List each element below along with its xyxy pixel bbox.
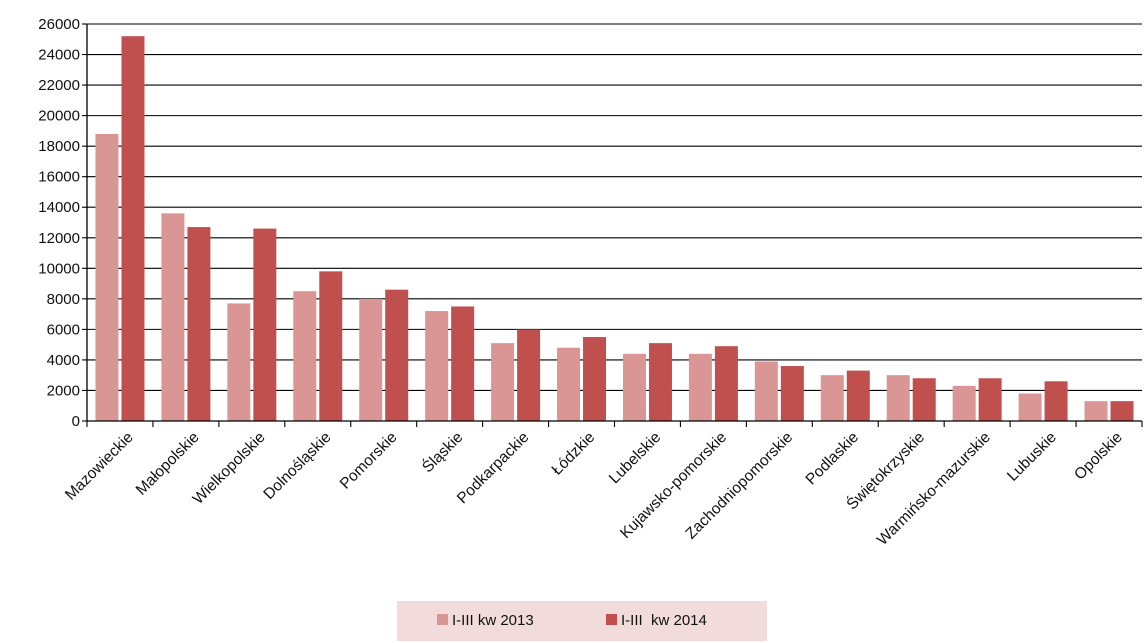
bar-2013 xyxy=(952,385,976,421)
bar-2014 xyxy=(517,329,541,421)
bar-2013 xyxy=(293,291,317,421)
bars xyxy=(95,36,1134,421)
bar-2013 xyxy=(1084,401,1108,421)
y-tick-label: 18000 xyxy=(38,138,80,155)
legend-label-2014: I-III kw 2014 xyxy=(621,612,707,629)
x-category-label: Lubuskie xyxy=(1004,429,1060,485)
bar-2013 xyxy=(754,361,778,421)
bar-2014 xyxy=(714,346,738,421)
legend: I-III kw 2013 I-III kw 2014 xyxy=(397,601,767,641)
y-tick-label: 0 xyxy=(72,413,80,430)
legend-label-2013: I-III kw 2013 xyxy=(452,612,534,629)
legend-swatch-2014 xyxy=(606,614,617,625)
x-category-label: Małopolskie xyxy=(133,429,203,499)
x-category-label: Opolskie xyxy=(1071,429,1126,484)
bar-2013 xyxy=(688,353,712,421)
x-category-label: Warmińsko-mazurskie xyxy=(874,429,994,549)
bar-2014 xyxy=(780,366,804,421)
bar-2014 xyxy=(978,378,1002,421)
bar-2013 xyxy=(622,353,646,421)
bar-2014 xyxy=(385,289,409,421)
y-tick-label: 16000 xyxy=(38,169,80,186)
x-category-label: Łódzkie xyxy=(549,429,599,479)
y-tick-label: 22000 xyxy=(38,77,80,94)
y-tick-label: 14000 xyxy=(38,199,80,216)
bar-2014 xyxy=(319,271,343,421)
x-category-label: Zachodniopomorskie xyxy=(682,429,796,543)
bar-2013 xyxy=(359,298,383,421)
x-category-label: Dolnośląskie xyxy=(260,429,334,503)
bar-2014 xyxy=(121,36,145,421)
bar-2013 xyxy=(557,347,581,421)
y-tick-label: 4000 xyxy=(47,352,80,369)
bar-2013 xyxy=(95,133,119,421)
y-tick-label: 6000 xyxy=(47,321,80,338)
legend-swatch-2013 xyxy=(437,614,448,625)
bar-2013 xyxy=(1018,393,1042,421)
bar-2014 xyxy=(583,337,607,421)
bar-2014 xyxy=(451,306,475,421)
bar-2013 xyxy=(161,213,185,421)
y-tick-label: 26000 xyxy=(38,16,80,33)
x-category-label: Mazowieckie xyxy=(62,429,137,504)
bar-2014 xyxy=(912,378,936,421)
y-tick-label: 12000 xyxy=(38,230,80,247)
y-tick-label: 20000 xyxy=(38,108,80,125)
x-category-label: Lubelskie xyxy=(606,429,664,487)
x-axis-category-labels: MazowieckieMałopolskieWielkopolskieDolno… xyxy=(62,428,1126,549)
y-tick-label: 8000 xyxy=(47,291,80,308)
bar-2013 xyxy=(425,311,449,421)
bar-2014 xyxy=(1110,401,1134,421)
bar-2014 xyxy=(1044,381,1068,421)
bar-2014 xyxy=(253,228,277,421)
y-axis-tick-labels: 0 2000 4000 6000 8000 10000 12000 14000 16000 180… xyxy=(38,16,80,430)
bar-2014 xyxy=(187,227,211,421)
x-category-label: Pomorskie xyxy=(337,429,401,493)
bar-2014 xyxy=(846,370,870,421)
x-category-label: Podlaskie xyxy=(803,429,863,489)
axes xyxy=(82,23,1143,427)
x-category-label: Śląskie xyxy=(418,428,466,476)
legend-background xyxy=(397,601,767,641)
bar-2013 xyxy=(886,375,910,421)
bar-2014 xyxy=(648,343,672,421)
y-tick-label: 10000 xyxy=(38,260,80,277)
y-tick-label: 2000 xyxy=(47,382,80,399)
bar-2013 xyxy=(491,343,515,421)
y-tick-label: 24000 xyxy=(38,47,80,64)
bar-2013 xyxy=(227,303,251,421)
bar-2013 xyxy=(820,375,844,421)
